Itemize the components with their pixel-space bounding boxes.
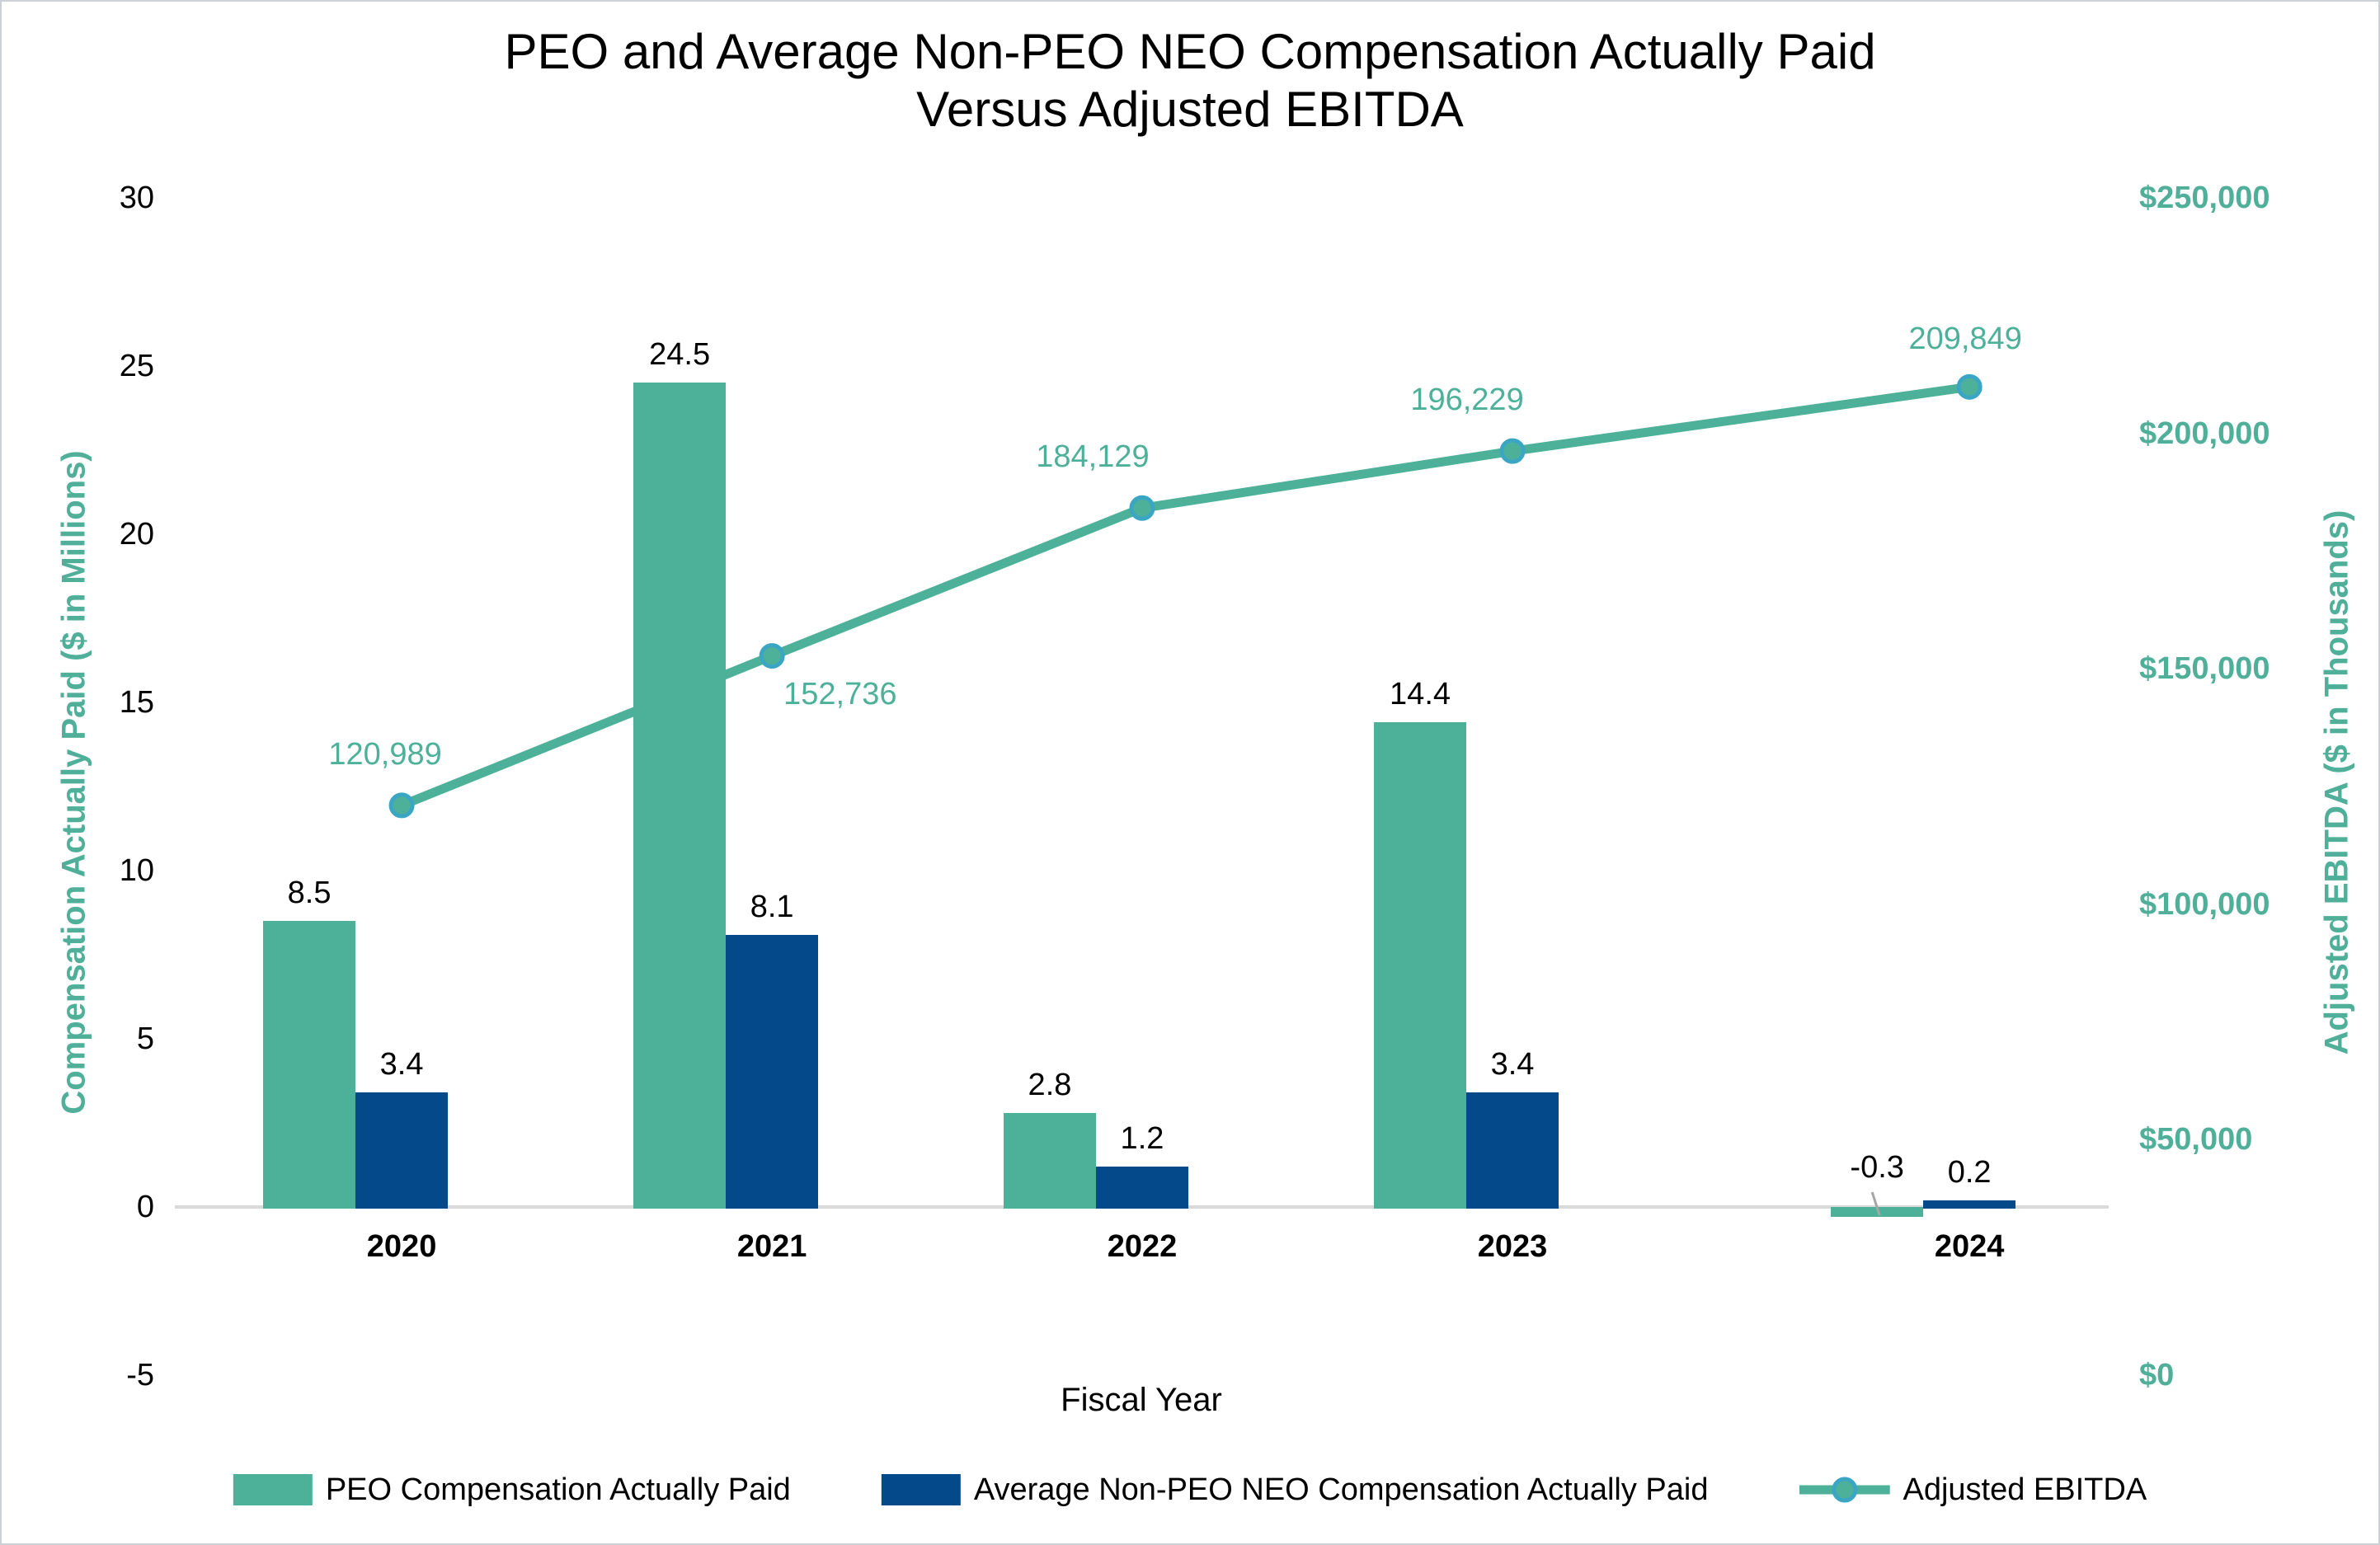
ebitda-value-label-2023: 196,229 [1410, 383, 1524, 418]
left-axis-tick-5: 5 [136, 1021, 154, 1056]
x-tick-label-2023: 2023 [1477, 1229, 1548, 1264]
bar-nonpeo-2024 [1923, 1200, 2016, 1209]
left-axis-tick--5: -5 [126, 1358, 154, 1392]
bar-value-label: 0.2 [1947, 1154, 1992, 1190]
right-axis-tick-0: $0 [2139, 1358, 2175, 1392]
peo-series-swatch [233, 1474, 313, 1505]
right-axis-tick-250000: $250,000 [2139, 181, 2270, 215]
legend-label-nonpeo: Average Non-PEO NEO Compensation Actuall… [973, 1472, 1709, 1507]
bar-value-label: 2.8 [1028, 1067, 1072, 1102]
ebitda-marker-2023 [1499, 438, 1526, 464]
ebitda-marker-2020 [388, 792, 415, 819]
x-axis-title: Fiscal Year [1061, 1382, 1222, 1418]
chart-title-line1: PEO and Average Non-PEO NEO Compensation… [504, 24, 1876, 79]
left-axis-tick-30: 30 [119, 181, 154, 215]
bar-nonpeo-2023 [1466, 1092, 1559, 1209]
bar-peo-2020 [263, 921, 356, 1209]
left-axis-tick-10: 10 [119, 853, 154, 888]
legend-item-nonpeo: Average Non-PEO NEO Compensation Actuall… [881, 1471, 1709, 1509]
chart-title-line2: Versus Adjusted EBITDA [916, 82, 1464, 137]
left-axis-tick-0: 0 [136, 1190, 154, 1224]
left-axis-tick-20: 20 [119, 517, 154, 552]
nonpeo-series-swatch [881, 1474, 961, 1505]
x-tick-label-2021: 2021 [736, 1229, 807, 1264]
right-axis-tick-200000: $200,000 [2139, 416, 2270, 451]
x-tick-label-2024: 2024 [1934, 1229, 2005, 1264]
legend-item-ebitda: Adjusted EBITDA [1799, 1471, 2147, 1509]
bar-peo-2021 [633, 383, 727, 1209]
legend-label-peo: PEO Compensation Actually Paid [325, 1472, 791, 1507]
x-tick-label-2022: 2022 [1107, 1229, 1178, 1264]
right-axis-tick-100000: $100,000 [2139, 886, 2270, 922]
ebitda-value-label-2021: 152,736 [783, 676, 897, 711]
ebitda-value-label-2020: 120,989 [328, 736, 442, 772]
legend-item-peo: PEO Compensation Actually Paid [233, 1471, 791, 1509]
ebitda-line-sample [1799, 1473, 1890, 1506]
legend-label-ebitda: Adjusted EBITDA [1903, 1472, 2147, 1507]
bar-nonpeo-2020 [355, 1092, 449, 1209]
right-axis-tick-50000: $50,000 [2139, 1122, 2253, 1158]
ebitda-marker-2022 [1129, 495, 1155, 521]
bar-value-label: 14.4 [1390, 677, 1451, 712]
chart-title: PEO and Average Non-PEO NEO Compensation… [2, 23, 2378, 139]
bar-value-label: 24.5 [649, 337, 711, 373]
ebitda-marker-2024 [1956, 373, 1983, 400]
ebitda-marker-2021 [759, 643, 785, 669]
bar-value-label: 1.2 [1120, 1121, 1164, 1157]
bar-value-label: 8.5 [287, 876, 332, 911]
right-axis-tick-150000: $150,000 [2139, 651, 2270, 687]
right-axis-title: Adjusted EBITDA ($ in Thousands) [2318, 510, 2355, 1055]
bar-peo-2023 [1374, 722, 1467, 1209]
bar-value-label: 3.4 [1490, 1047, 1535, 1082]
left-axis-tick-15: 15 [119, 685, 154, 720]
bar-nonpeo-2022 [1095, 1167, 1188, 1209]
bar-peo-2022 [1003, 1112, 1096, 1209]
bar-value-label: -0.3 [1850, 1150, 1904, 1185]
left-axis-tick-25: 25 [119, 349, 154, 383]
bar-peo-2024 [1831, 1207, 1924, 1218]
bar-value-label: 8.1 [750, 889, 794, 924]
ebitda-value-label-2022: 184,129 [1036, 439, 1150, 475]
bar-value-label: 3.4 [379, 1047, 424, 1082]
x-tick-label-2020: 2020 [366, 1229, 437, 1264]
bar-nonpeo-2021 [726, 934, 819, 1209]
ebitda-value-label-2024: 209,849 [1908, 322, 2022, 357]
ebitda-line-sample-icon [1799, 1477, 1890, 1503]
legend: PEO Compensation Actually Paid Average N… [233, 1471, 2147, 1509]
